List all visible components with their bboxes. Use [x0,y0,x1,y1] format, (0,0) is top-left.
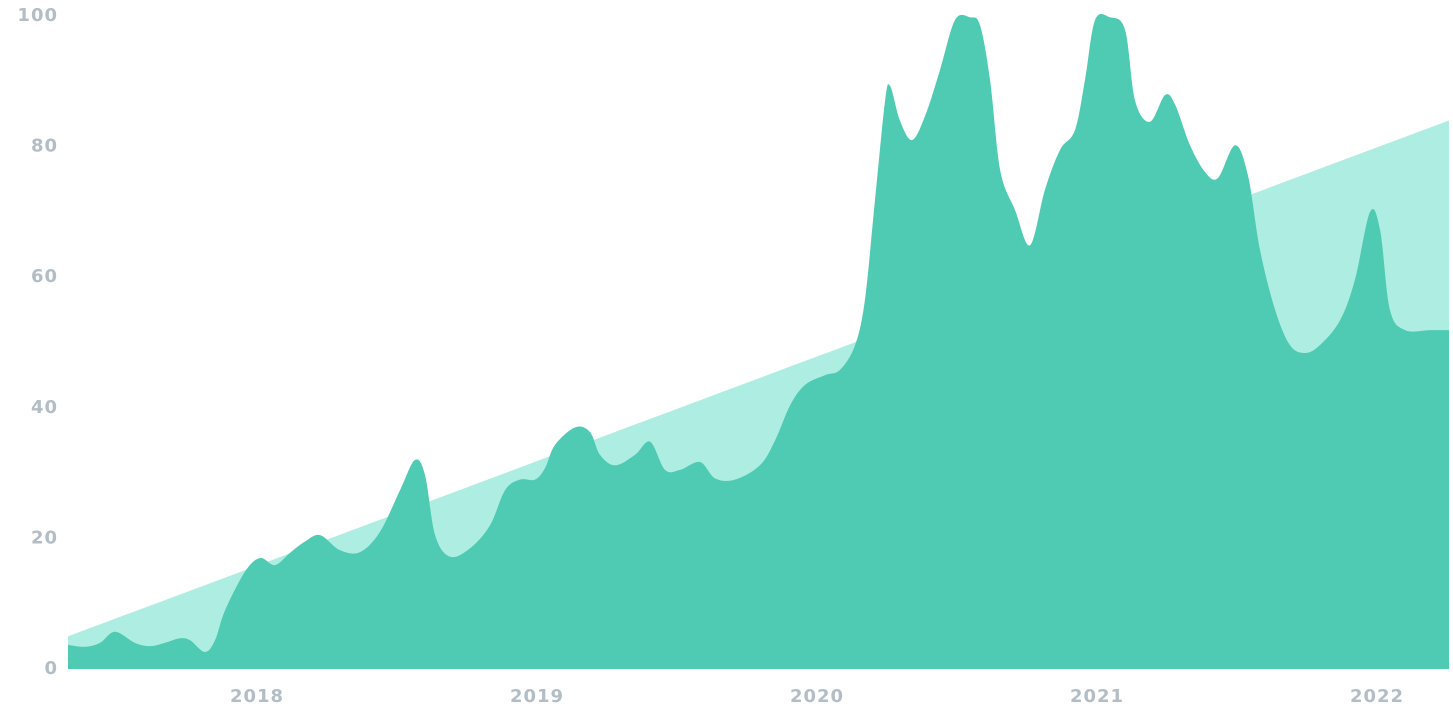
y-tick-label: 80 [31,136,58,157]
x-tick-label: 2018 [230,686,284,707]
y-tick-label: 40 [31,397,58,418]
x-tick-label: 2021 [1070,686,1124,707]
x-tick-label: 2019 [510,686,564,707]
y-tick-label: 100 [17,5,58,26]
x-tick-label: 2022 [1350,686,1404,707]
x-tick-label: 2020 [790,686,844,707]
y-tick-label: 60 [31,266,58,287]
y-tick-label: 0 [44,658,58,679]
y-tick-label: 20 [31,527,58,548]
area [68,13,1449,669]
